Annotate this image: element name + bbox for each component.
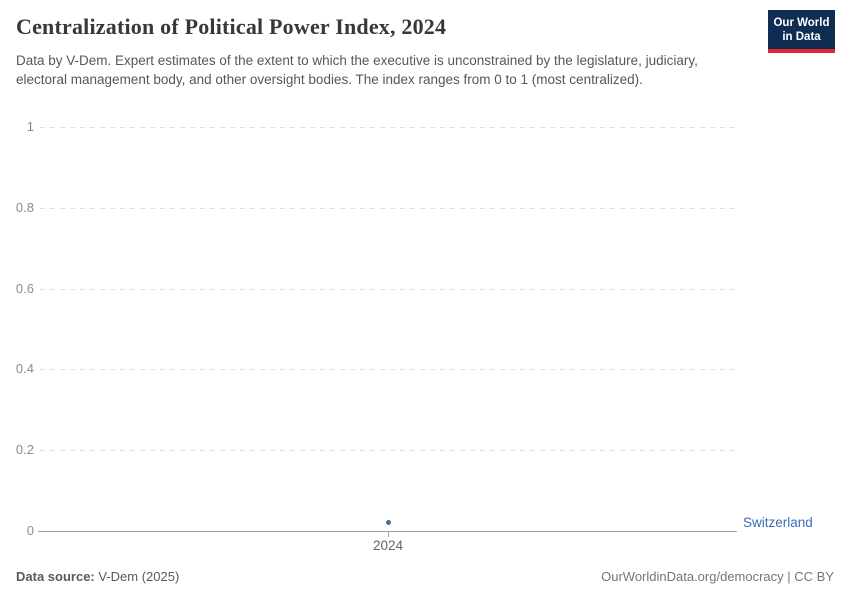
y-axis-tick-label: 0.2 — [15, 442, 34, 458]
y-axis-tick-label: 0.8 — [15, 199, 34, 215]
gridline — [40, 207, 737, 209]
data-source-note: Data source: V-Dem (2025) — [16, 569, 179, 584]
gridline — [40, 127, 737, 128]
y-axis-tick-label: 0.6 — [15, 280, 34, 296]
data-source-label: Data source: — [16, 569, 95, 584]
gridline — [40, 369, 737, 371]
x-axis-line — [38, 531, 737, 532]
owid-logo-line1: Our World — [773, 17, 830, 29]
chart-subtitle: Data by V-Dem. Expert estimates of the e… — [16, 53, 698, 87]
y-axis-tick-label: 0.4 — [15, 361, 34, 377]
x-axis-tick-label: 2024 — [372, 538, 404, 553]
entity-label-switzerland[interactable]: Switzerland — [743, 514, 813, 530]
chart-title: Centralization of Political Power Index,… — [16, 14, 447, 39]
credit-link[interactable]: OurWorldinData.org/democracy | CC BY — [601, 569, 834, 584]
owid-logo: Our World in Data — [768, 10, 835, 53]
y-axis-tick-label: 1 — [26, 119, 34, 134]
data-source-value: V-Dem (2025) — [94, 569, 180, 584]
data-point-switzerland[interactable] — [385, 520, 391, 526]
owid-logo-line2: in Data — [782, 31, 821, 43]
gridline — [40, 288, 737, 290]
y-axis-tick-label: 0 — [26, 523, 34, 538]
x-axis-tick — [388, 532, 389, 537]
gridline — [40, 450, 737, 452]
